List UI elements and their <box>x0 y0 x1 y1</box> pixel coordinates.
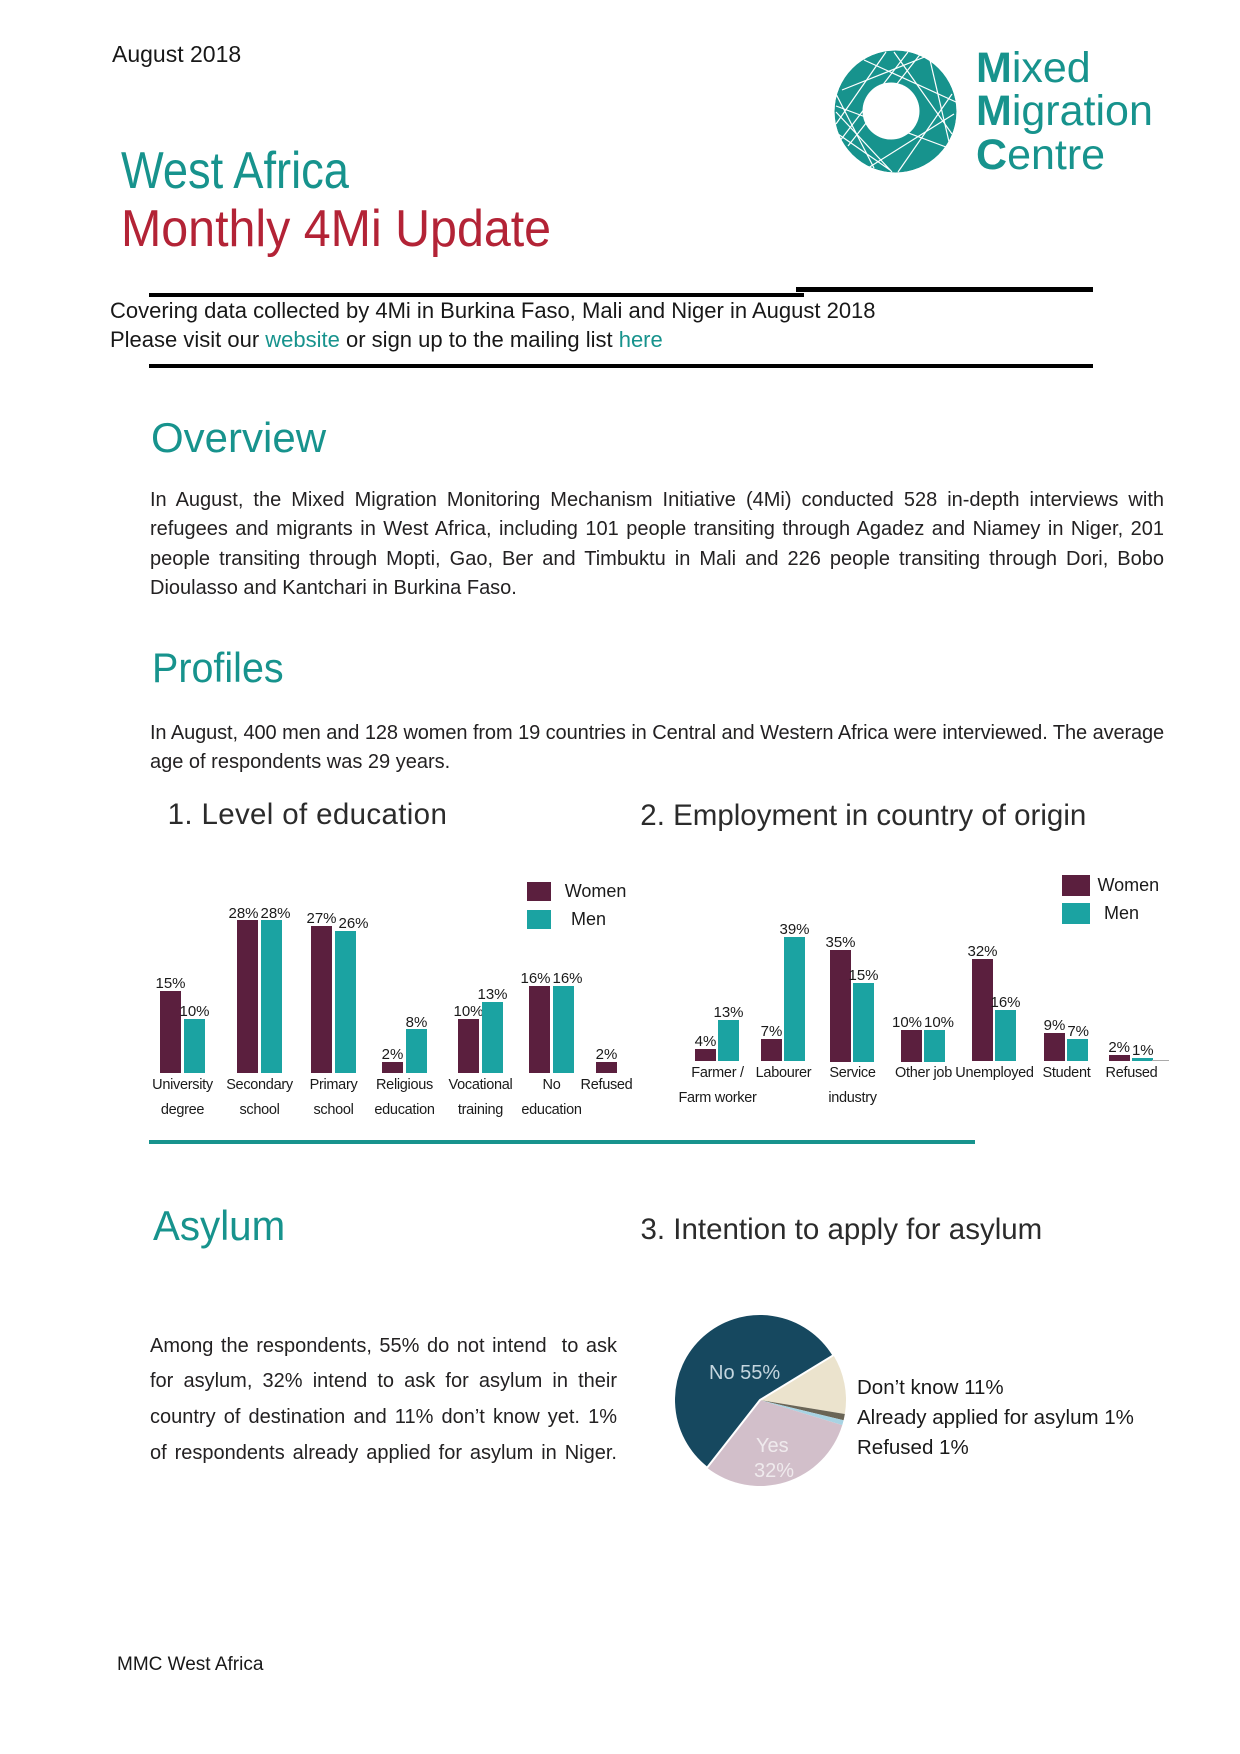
svg-text:No 55%: No 55% <box>709 1362 780 1384</box>
svg-text:32%: 32% <box>754 1460 794 1482</box>
svg-text:Yes: Yes <box>756 1435 789 1457</box>
